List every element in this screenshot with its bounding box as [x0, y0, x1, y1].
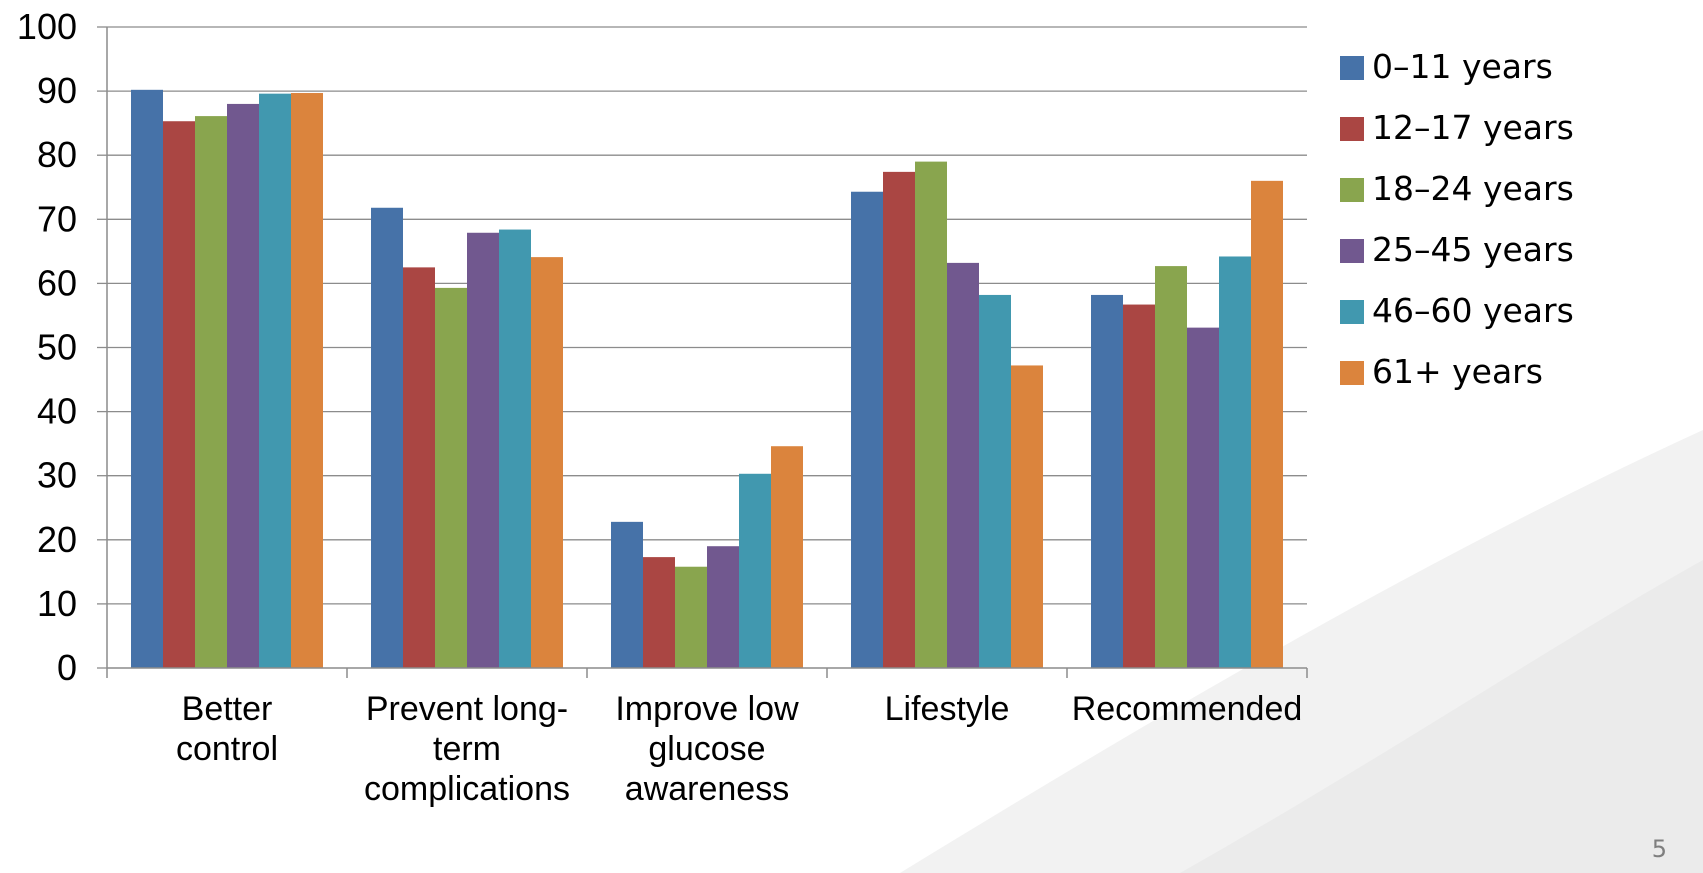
legend-label: 25–45 years	[1372, 230, 1574, 269]
bar	[131, 90, 163, 668]
bar	[643, 557, 675, 668]
x-category-label: Better	[182, 690, 273, 728]
y-tick-label: 30	[37, 455, 77, 496]
x-category-label: Prevent long-	[366, 690, 568, 728]
bar	[707, 546, 739, 668]
x-category-label: term	[433, 730, 501, 768]
bar	[195, 116, 227, 668]
bar	[403, 267, 435, 668]
legend-swatch	[1340, 178, 1364, 202]
x-category-label: awareness	[625, 770, 789, 808]
x-category-label: glucose	[648, 730, 765, 768]
bar	[371, 208, 403, 668]
page-number: 5	[1652, 835, 1667, 863]
bar	[259, 94, 291, 668]
bar	[1123, 305, 1155, 668]
bar	[1091, 295, 1123, 668]
legend-swatch	[1340, 361, 1364, 385]
bar	[531, 257, 563, 668]
y-tick-label: 20	[37, 519, 77, 560]
legend: 0–11 years 12–17 years 18–24 years 25–45 ye…	[1340, 47, 1574, 391]
y-tick-label: 0	[57, 647, 77, 688]
bar	[883, 172, 915, 668]
legend-label: 0–11 years	[1372, 47, 1553, 86]
bar	[1187, 328, 1219, 668]
x-category-label: Lifestyle	[885, 690, 1010, 728]
y-tick-label: 50	[37, 327, 77, 368]
bar	[675, 567, 707, 668]
y-tick-label: 80	[37, 134, 77, 175]
legend-swatch	[1340, 117, 1364, 141]
bar	[1219, 256, 1251, 668]
x-category-label: control	[176, 730, 278, 768]
bar	[227, 104, 259, 668]
bar	[611, 522, 643, 668]
bar	[291, 93, 323, 668]
bar	[499, 230, 531, 668]
legend-label: 46–60 years	[1372, 291, 1574, 330]
bar	[915, 162, 947, 668]
bar	[1155, 266, 1187, 668]
legend-label: 12–17 years	[1372, 108, 1574, 147]
bar	[739, 474, 771, 668]
bar	[163, 121, 195, 668]
bars	[131, 90, 1283, 668]
y-tick-labels: 0 10 20 30 40 50 60 70 80 90 100	[17, 6, 77, 688]
y-tick-label: 60	[37, 262, 77, 303]
y-tick-label: 100	[17, 6, 77, 47]
y-tick-label: 10	[37, 583, 77, 624]
bar	[947, 263, 979, 668]
legend-swatch	[1340, 56, 1364, 80]
y-tick-label: 90	[37, 70, 77, 111]
x-category-label: complications	[364, 770, 570, 808]
bar	[771, 446, 803, 668]
bar	[467, 233, 499, 668]
legend-swatch	[1340, 239, 1364, 263]
legend-label: 18–24 years	[1372, 169, 1574, 208]
legend-swatch	[1340, 300, 1364, 324]
x-category-label: Improve low	[615, 690, 799, 728]
bar	[979, 295, 1011, 668]
bar	[1251, 181, 1283, 668]
bar	[435, 288, 467, 668]
y-tick-label: 70	[37, 198, 77, 239]
bar	[1011, 365, 1043, 668]
x-category-label: Recommended	[1072, 690, 1303, 728]
bar	[851, 192, 883, 668]
y-tick-label: 40	[37, 391, 77, 432]
legend-label: 61+ years	[1372, 352, 1543, 391]
